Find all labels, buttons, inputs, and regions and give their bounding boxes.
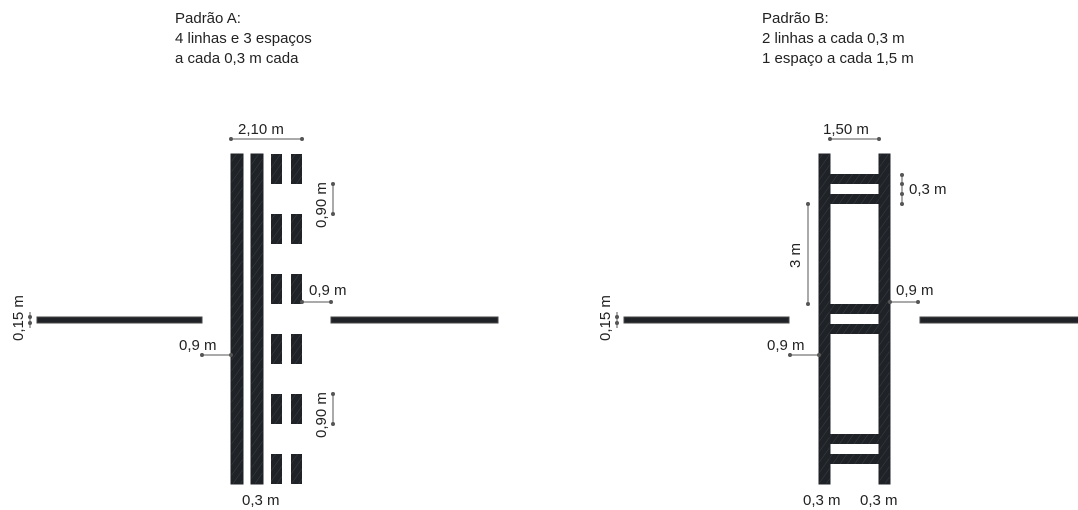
pattern-b-lane-line-right [920,317,1078,323]
pattern-b-spacing-left-label: 0,3 m [803,492,841,509]
pattern-a-block [291,454,302,484]
pattern-b-bars-top [830,174,879,204]
pattern-b-bar [830,324,879,334]
pattern-b-bar-label: 0,3 m [909,181,947,198]
pattern-b-bars-bottom [830,434,879,464]
pattern-b-width-label: 1,50 m [823,121,869,138]
pattern-a-spacing-label: 0,3 m [242,492,280,509]
pattern-a-block [291,274,302,304]
pattern-a-block [291,154,302,184]
pattern-b-bar [830,454,879,464]
pattern-b-bar [830,434,879,444]
pattern-a-dim-block-top: 0,90 m [313,182,335,228]
pattern-b-dim-offset-left: 0,9 m [767,337,821,357]
pattern-a-dim-line-width: 0,15 m [10,295,32,341]
pattern-a-block-top-label: 0,90 m [313,182,330,228]
pattern-b-bar [830,174,879,184]
pattern-a-lane-line-right [331,317,498,323]
pattern-a-offset-right-label: 0,9 m [309,282,347,299]
pattern-b-dim-offset-right: 0,9 m [888,282,934,304]
pattern-b-dim-line-width: 0,15 m [597,295,619,341]
pattern-a-block [271,154,282,184]
pattern-a-dim-spacing: 0,3 m [242,492,280,509]
pattern-a-dim-block-bottom: 0,90 m [313,392,335,438]
pattern-a-block [271,214,282,244]
pattern-a-block [271,394,282,424]
pattern-a-width-label: 2,10 m [238,121,284,138]
pattern-a-block [271,334,282,364]
pattern-a-block-bottom-label: 0,90 m [313,392,330,438]
pattern-b-spacing-right-label: 0,3 m [860,492,898,509]
pattern-a-dim-offset-right: 0,9 m [300,282,347,304]
pattern-a-offset-left-label: 0,9 m [179,337,217,354]
pattern-b-rail-right [879,154,890,484]
pattern-b-bar [830,304,879,314]
pattern-a-stripe-2 [251,154,263,484]
pattern-b-dim-width: 1,50 m [823,121,881,141]
pattern-b-drawing: 1,50 m 0,3 m 3 m 0,9 m 0,9 m [597,121,1078,509]
pattern-b-rail-left [819,154,830,484]
pattern-b-dim-gap: 3 m [787,202,810,306]
pattern-b-offset-right-label: 0,9 m [896,282,934,299]
pattern-b-bars-middle [830,304,879,334]
pattern-b-offset-left-label: 0,9 m [767,337,805,354]
pattern-a-line-width-label: 0,15 m [10,295,27,341]
pattern-a-block [291,394,302,424]
pattern-a-block [291,214,302,244]
pattern-a-drawing: 2,10 m 0,90 m 0,9 m 0,9 m 0,90 m [10,121,498,509]
pattern-a-dashed-column-4 [291,154,302,484]
pattern-b-dim-spacing: 0,3 m 0,3 m [803,492,898,509]
pattern-a-block [271,274,282,304]
pattern-a-dim-offset-left: 0,9 m [179,337,233,357]
pattern-a-block [291,334,302,364]
pattern-a-stripe-1 [231,154,243,484]
pattern-b-line-width-label: 0,15 m [597,295,614,341]
pattern-a-block [271,454,282,484]
pattern-a-dim-width: 2,10 m [229,121,304,141]
pattern-a-lane-line-left [37,317,202,323]
pattern-b-lane-line-left [624,317,789,323]
pattern-a-dashed-column-3 [271,154,282,484]
pattern-b-gap-label: 3 m [787,243,804,268]
pattern-b-bar [830,194,879,204]
pattern-b-dim-bar: 0,3 m [900,173,947,206]
